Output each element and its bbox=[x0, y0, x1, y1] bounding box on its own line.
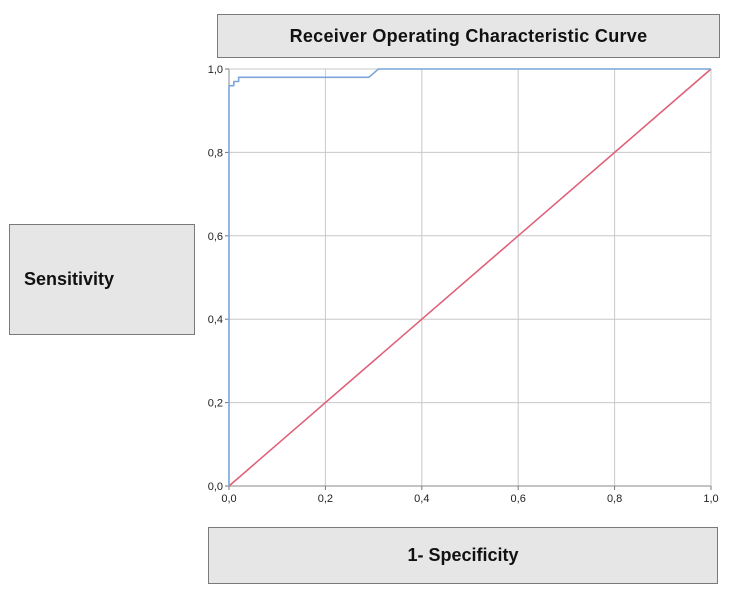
roc-curve-line bbox=[228, 68, 711, 486]
y-tick-label: 0,6 bbox=[208, 231, 223, 243]
y-axis-label: Sensitivity bbox=[9, 224, 195, 335]
y-tick-label: 0,0 bbox=[208, 481, 223, 493]
chart-title-text: Receiver Operating Characteristic Curve bbox=[289, 25, 648, 46]
x-axis-label: 1- Specificity bbox=[208, 527, 718, 584]
y-axis-label-text: Sensitivity bbox=[24, 269, 115, 289]
reference-diagonal-line bbox=[228, 68, 712, 487]
x-tick-label: 0,6 bbox=[511, 493, 526, 505]
chart-title: Receiver Operating Characteristic Curve bbox=[217, 14, 720, 58]
y-tick-label: 0,4 bbox=[208, 314, 223, 326]
x-axis-label-text: 1- Specificity bbox=[407, 545, 519, 565]
x-tick-label: 0,4 bbox=[414, 493, 429, 505]
x-tick-label: 1,0 bbox=[703, 493, 718, 505]
x-tick-label: 0,0 bbox=[221, 493, 236, 505]
y-tick-label: 1,0 bbox=[208, 64, 223, 76]
x-tick-label: 0,2 bbox=[318, 493, 333, 505]
y-tick-label: 0,8 bbox=[208, 147, 223, 159]
x-tick-label: 0,8 bbox=[607, 493, 622, 505]
y-tick-label: 0,2 bbox=[208, 398, 223, 410]
